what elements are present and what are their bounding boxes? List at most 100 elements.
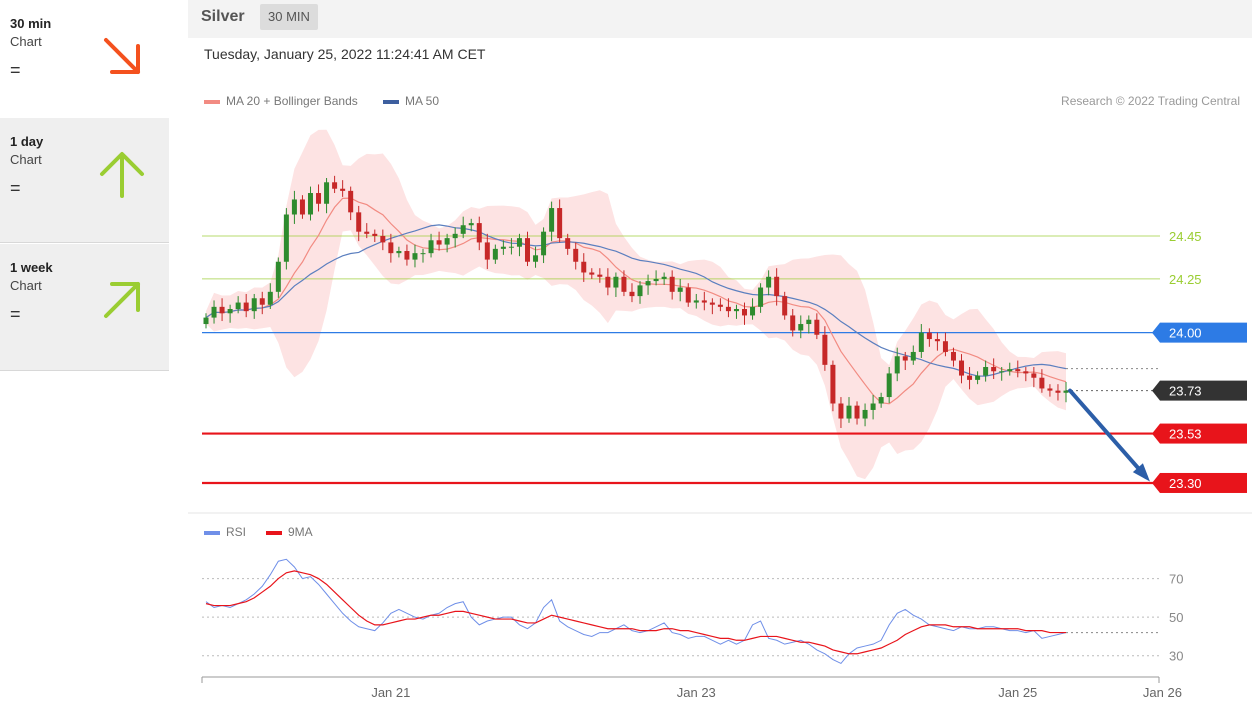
candle-down xyxy=(332,182,338,189)
rsi-line xyxy=(205,558,1067,665)
candle-down xyxy=(436,240,442,245)
plot-area xyxy=(188,38,1252,707)
candle-down xyxy=(356,212,362,232)
candle-down xyxy=(967,375,973,380)
candle-down xyxy=(364,231,370,234)
candle-up xyxy=(677,287,683,292)
level-label-support: 23.53 xyxy=(1169,427,1202,442)
candle-down xyxy=(701,300,707,303)
rsi-tick-label: 30 xyxy=(1169,649,1183,664)
candle-down xyxy=(774,276,780,297)
candle-up xyxy=(251,298,257,312)
candle-up xyxy=(870,403,876,410)
candle-down xyxy=(629,291,635,297)
candle-down xyxy=(219,306,225,314)
candle-up xyxy=(283,214,289,262)
candle-down xyxy=(1023,371,1029,374)
level-label-pointer xyxy=(1152,380,1160,401)
legend-swatch xyxy=(383,99,399,104)
legend-ma50-label: MA 50 xyxy=(405,94,440,108)
candle-down xyxy=(1055,390,1061,393)
forecast-arrow-line xyxy=(1068,388,1148,479)
candle-up xyxy=(661,276,667,279)
candle-up xyxy=(766,276,772,288)
candle-down xyxy=(1047,388,1053,391)
candle-down xyxy=(589,272,595,275)
candle-down xyxy=(814,319,820,335)
level-label-pivot: 24.00 xyxy=(1169,326,1202,341)
candle-up xyxy=(307,193,313,215)
candle-up xyxy=(500,246,506,249)
candle-up xyxy=(468,223,474,226)
candle-down xyxy=(1031,373,1037,378)
candle-down xyxy=(340,188,346,191)
candle-down xyxy=(372,233,378,236)
candle-up xyxy=(846,405,852,419)
candle-up xyxy=(428,240,434,254)
timeframe-badge[interactable]: 30 MIN xyxy=(260,4,318,30)
candle-up xyxy=(267,291,273,305)
legend-swatch xyxy=(266,530,282,535)
arrow-up-icon xyxy=(100,152,144,198)
x-tick-label: Jan 23 xyxy=(677,685,716,700)
candle-up xyxy=(211,306,217,318)
candle-up xyxy=(645,281,651,286)
level-label-pointer xyxy=(1152,423,1160,444)
candle-up xyxy=(886,373,892,398)
candle-down xyxy=(388,242,394,254)
chart-timestamp: Tuesday, January 25, 2022 11:24:41 AM CE… xyxy=(204,46,486,62)
candle-down xyxy=(524,238,530,262)
rsi-ma-line xyxy=(205,570,1066,655)
candle-up xyxy=(983,366,989,376)
level-label-current: 23.73 xyxy=(1169,384,1202,399)
level-label-resistance: 24.45 xyxy=(1169,229,1202,244)
candle-down xyxy=(621,276,627,292)
legend-ma20: MA 20 + Bollinger Bands xyxy=(204,94,358,108)
candle-up xyxy=(235,302,241,309)
legend-9ma-label: 9MA xyxy=(288,525,313,539)
timeframe-1day[interactable]: 1 day Chart = xyxy=(0,118,169,243)
candle-down xyxy=(838,403,844,419)
candle-up xyxy=(1007,369,1013,372)
candle-down xyxy=(484,242,490,260)
arrow-up-right-icon xyxy=(104,282,140,318)
candle-up xyxy=(653,278,659,282)
rsi-tick-label: 70 xyxy=(1169,572,1183,587)
candle-up xyxy=(910,351,916,361)
legend-rsi: RSI xyxy=(204,525,246,539)
copyright: Research © 2022 Trading Central xyxy=(1061,94,1240,108)
candle-down xyxy=(557,208,563,239)
candle-up xyxy=(541,231,547,256)
candle-up xyxy=(492,248,498,260)
candle-up xyxy=(533,255,539,262)
candle-down xyxy=(991,366,997,372)
candle-up xyxy=(460,225,466,234)
candle-down xyxy=(605,276,611,288)
candle-down xyxy=(348,190,354,213)
timeframe-chart-label: Chart xyxy=(10,152,42,167)
candle-down xyxy=(854,405,860,419)
level-label-resistance: 24.25 xyxy=(1169,272,1202,287)
candle-down xyxy=(581,261,587,273)
candle-up xyxy=(324,182,330,204)
timeframe-30min[interactable]: 30 min Chart = xyxy=(0,0,169,125)
level-label-pointer xyxy=(1152,472,1160,493)
forecast-arrow-head xyxy=(1132,463,1150,482)
timeframe-chart-label: Chart xyxy=(10,278,42,293)
candle-down xyxy=(1039,377,1045,389)
candle-up xyxy=(1063,390,1069,393)
candle-down xyxy=(782,296,788,316)
timeframe-equal-sign: = xyxy=(10,60,21,80)
candle-up xyxy=(613,276,619,288)
legend-rsi-label: RSI xyxy=(226,525,247,539)
candle-down xyxy=(959,360,965,376)
candle-down xyxy=(934,339,940,342)
timeframe-1week[interactable]: 1 week Chart = xyxy=(0,244,169,371)
legend-ma20-label: MA 20 + Bollinger Bands xyxy=(226,94,358,108)
arrow-down-right-icon xyxy=(104,38,140,74)
candle-down xyxy=(1015,369,1021,372)
instrument-title: Silver xyxy=(201,8,245,25)
candle-down xyxy=(669,276,675,292)
level-label-box xyxy=(1160,322,1247,343)
